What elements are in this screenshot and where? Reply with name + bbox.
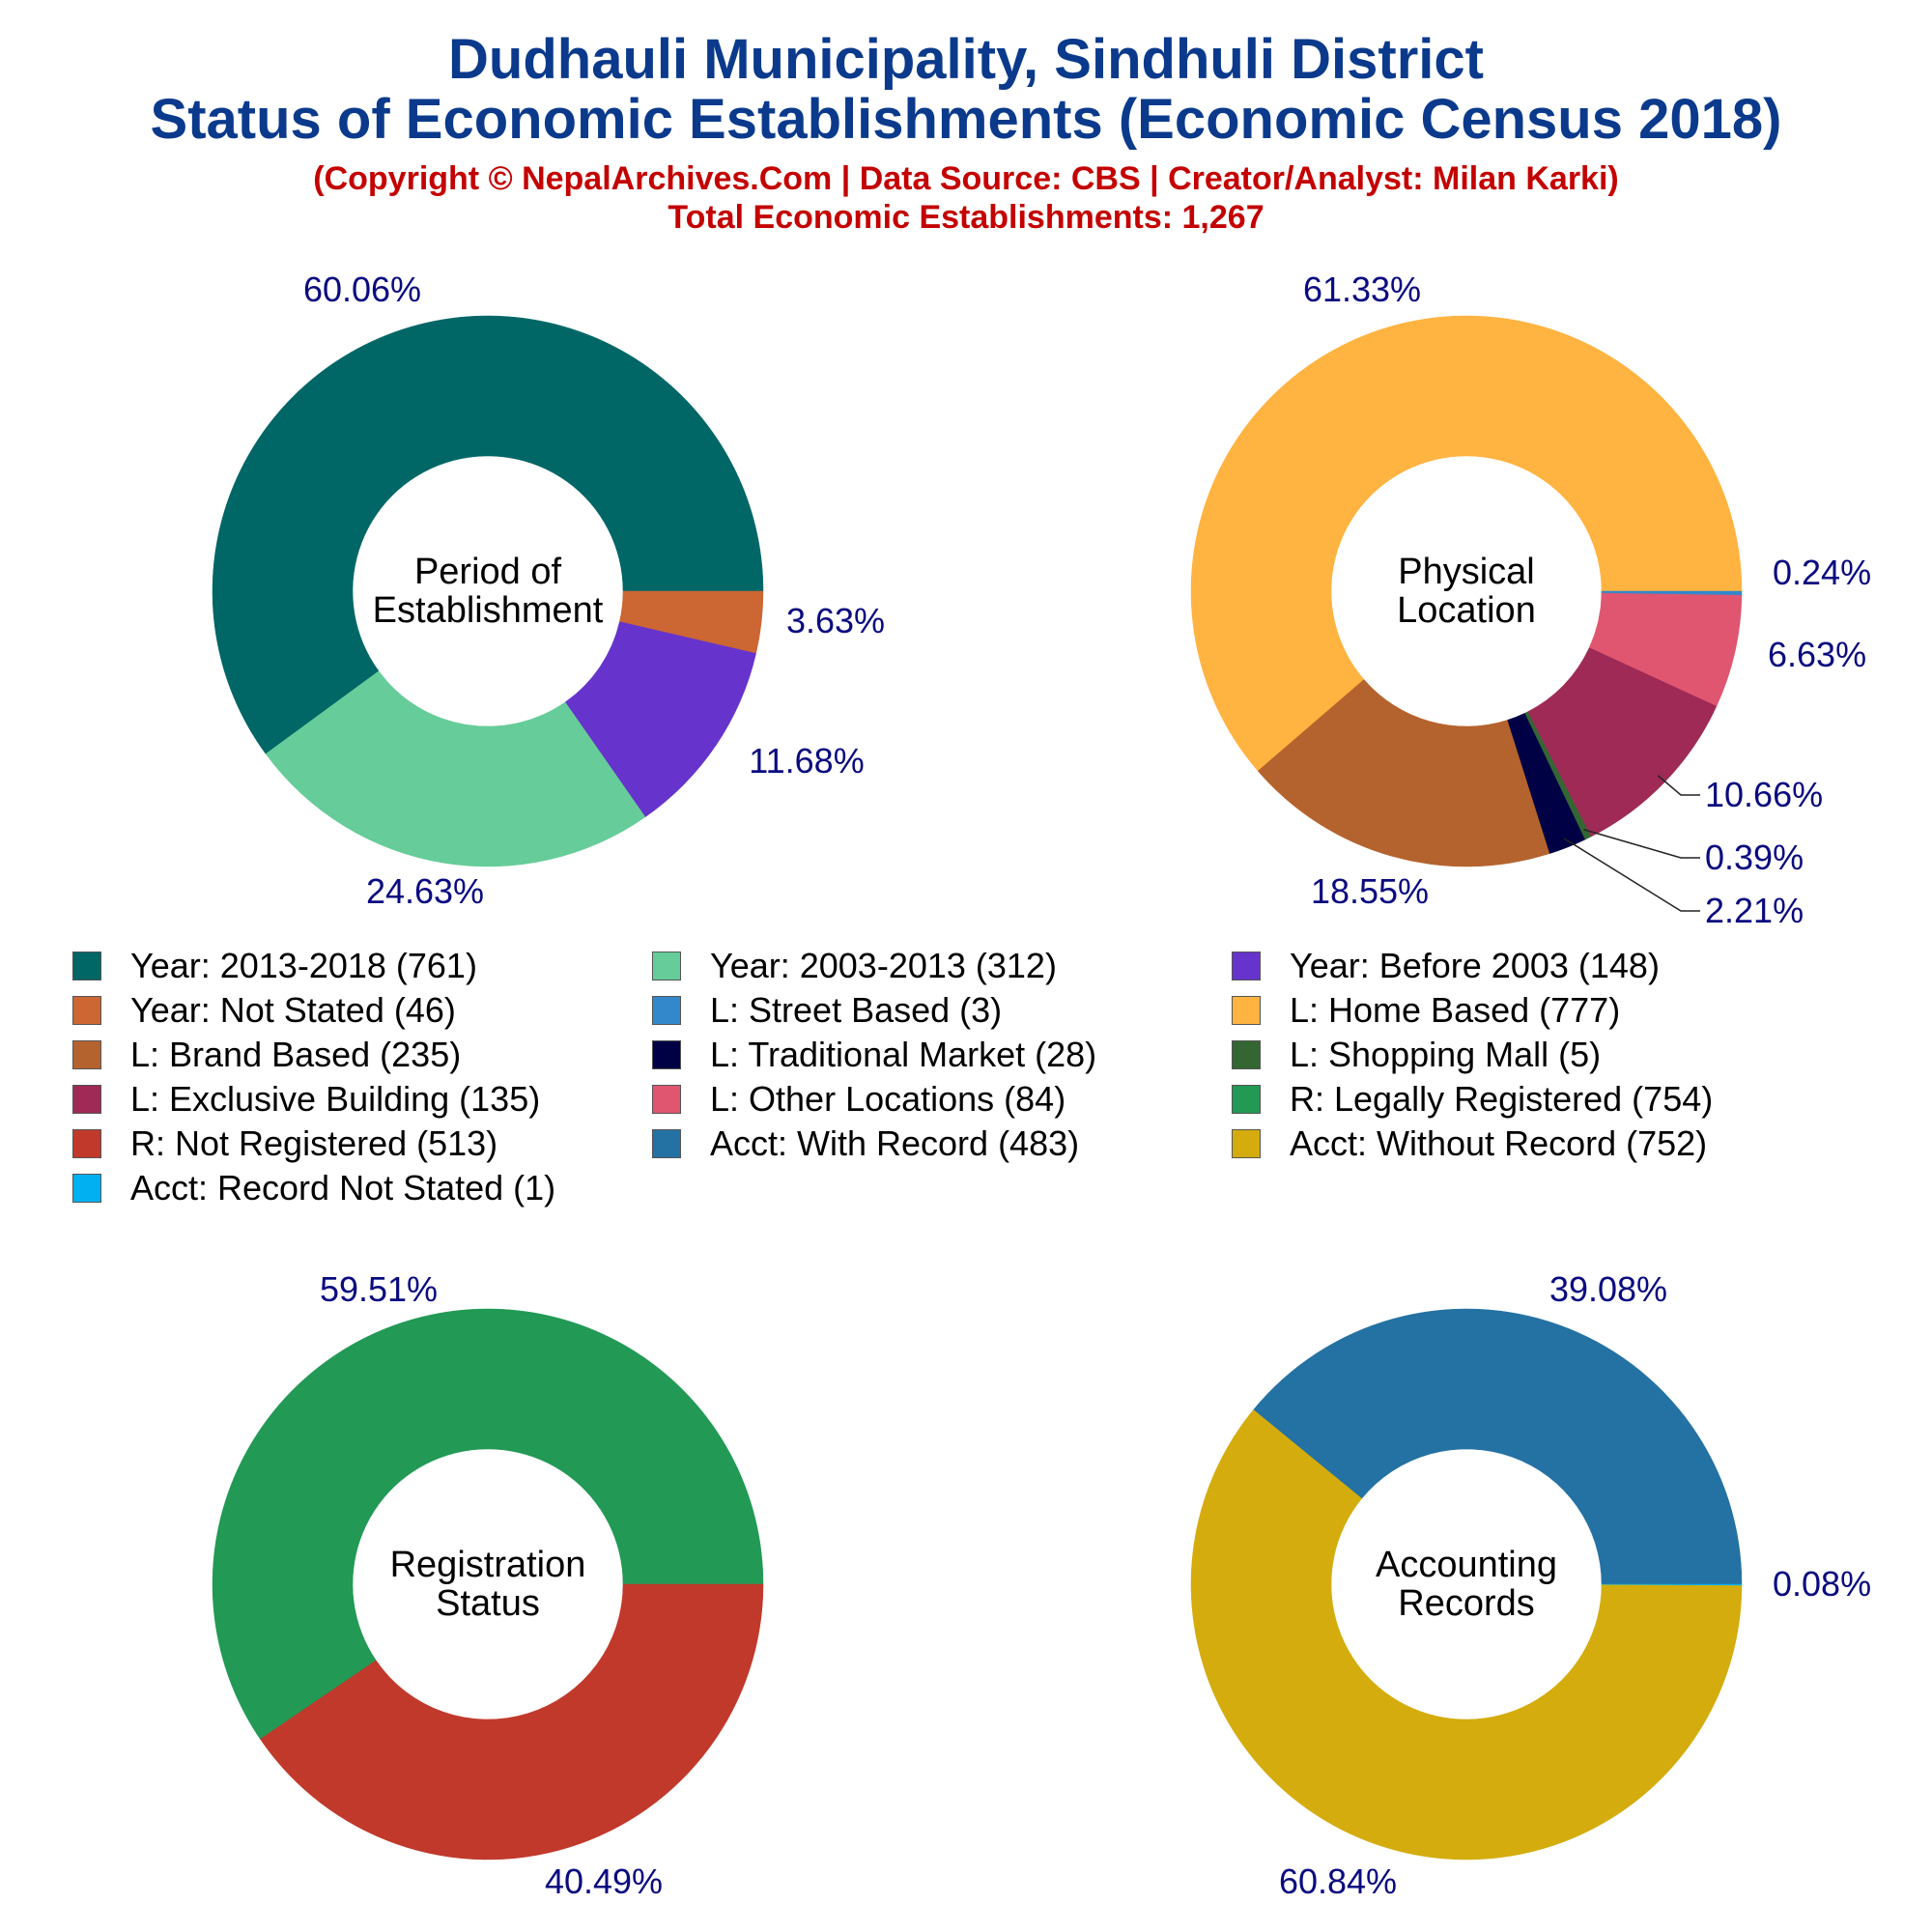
legend-label: Year: Before 2003 (148) xyxy=(1290,946,1660,985)
donut-center-label: Establishment xyxy=(373,590,604,631)
legend-swatch xyxy=(1232,1085,1261,1114)
legend-swatch xyxy=(652,996,681,1025)
slice-percent-label: 3.63% xyxy=(786,601,885,640)
donut-center-label: Records xyxy=(1398,1583,1535,1624)
slice-percent-label: 24.63% xyxy=(366,871,484,911)
legend-item: L: Brand Based (235) xyxy=(72,1034,461,1076)
chart-title-line-2: Status of Economic Establishments (Econo… xyxy=(150,88,1782,151)
legend-swatch xyxy=(72,1040,101,1069)
legend-label: Year: Not Stated (46) xyxy=(130,990,456,1030)
donut-center-label: Status xyxy=(436,1583,540,1624)
legend-swatch xyxy=(72,1085,101,1114)
slice-percent-label: 18.55% xyxy=(1311,871,1429,911)
slice-r-not-registered xyxy=(260,1583,764,1861)
legend-item: Acct: Without Record (752) xyxy=(1232,1122,1707,1165)
slice-year-2003-2013 xyxy=(265,670,646,867)
legend-label: L: Traditional Market (28) xyxy=(710,1035,1097,1074)
slice-percent-label: 39.08% xyxy=(1549,1269,1667,1309)
legend-label: Acct: Record Not Stated (1) xyxy=(130,1168,556,1208)
legend-item: L: Traditional Market (28) xyxy=(652,1034,1096,1076)
legend-label: L: Home Based (777) xyxy=(1290,990,1621,1030)
slice-percent-label: 11.68% xyxy=(749,741,864,781)
legend-item: L: Street Based (3) xyxy=(652,989,1002,1032)
legend-label: R: Not Registered (513) xyxy=(130,1123,498,1163)
slice-percent-label: 10.66% xyxy=(1705,775,1823,814)
slice-percent-label: 60.84% xyxy=(1279,1861,1397,1901)
chart-subtitle-total: Total Economic Establishments: 1,267 xyxy=(668,199,1264,236)
leader-line xyxy=(1583,829,1700,859)
slice-acct-without-record xyxy=(1190,1409,1743,1861)
legend-item: L: Home Based (777) xyxy=(1232,989,1620,1032)
legend-item: R: Not Registered (513) xyxy=(72,1122,497,1165)
legend-label: R: Legally Registered (754) xyxy=(1290,1079,1714,1119)
legend-label: Year: 2003-2013 (312) xyxy=(710,946,1057,985)
legend-label: Year: 2013-2018 (761) xyxy=(130,946,477,985)
slice-percent-label: 0.39% xyxy=(1705,838,1804,877)
legend-swatch xyxy=(72,952,101,980)
legend-swatch xyxy=(72,996,101,1025)
legend-swatch xyxy=(652,1040,681,1069)
legend-label: L: Street Based (3) xyxy=(710,990,1003,1030)
legend-label: L: Brand Based (235) xyxy=(130,1035,462,1074)
slice-percent-label: 60.06% xyxy=(303,270,421,309)
slice-percent-label: 6.63% xyxy=(1768,635,1866,674)
legend-item: L: Other Locations (84) xyxy=(652,1078,1065,1121)
legend-item: L: Exclusive Building (135) xyxy=(72,1078,540,1121)
slice-percent-label: 40.49% xyxy=(545,1861,663,1901)
slice-r-legally-registered xyxy=(212,1308,764,1740)
legend-swatch xyxy=(1232,952,1261,980)
donut-center-label: Accounting xyxy=(1376,1545,1557,1585)
legend-item: Acct: With Record (483) xyxy=(652,1122,1079,1165)
legend-swatch xyxy=(652,952,681,980)
donut-center-label: Registration xyxy=(390,1545,586,1585)
legend-swatch xyxy=(652,1129,681,1158)
legend-item: Year: 2003-2013 (312) xyxy=(652,945,1057,987)
donut-center-label: Physical xyxy=(1398,552,1535,592)
donut-chart-1: 60.06% 3.63% 11.68% 24.63% Period ofEstablis… xyxy=(212,270,885,911)
slice-l-home-based xyxy=(1190,315,1743,772)
slice-percent-label: 61.33% xyxy=(1303,270,1421,309)
legend-label: L: Shopping Mall (5) xyxy=(1290,1035,1602,1074)
donut-chart-2: 61.33% 0.24% 6.63% 10.66% 0.39% 2.21% 18.55% Ph… xyxy=(1190,270,1871,930)
chart-title-line-1: Dudhauli Municipality, Sindhuli District xyxy=(448,28,1484,91)
donut-center-label: Period of xyxy=(414,552,562,592)
slice-l-brand-based xyxy=(1257,679,1550,867)
slice-percent-label: 2.21% xyxy=(1705,891,1804,930)
slice-percent-label: 59.51% xyxy=(320,1269,438,1309)
legend-swatch xyxy=(72,1174,101,1203)
legend-swatch xyxy=(1232,1040,1261,1069)
slice-acct-with-record xyxy=(1253,1308,1743,1585)
slice-percent-label: 0.24% xyxy=(1773,553,1871,592)
legend-item: Acct: Record Not Stated (1) xyxy=(72,1167,555,1209)
legend-label: Acct: With Record (483) xyxy=(710,1123,1080,1163)
legend-label: L: Exclusive Building (135) xyxy=(130,1079,541,1119)
legend-item: Year: 2013-2018 (761) xyxy=(72,945,477,987)
legend-swatch xyxy=(1232,996,1261,1025)
legend-item: Year: Not Stated (46) xyxy=(72,989,456,1032)
legend-item: L: Shopping Mall (5) xyxy=(1232,1034,1601,1076)
legend-label: Acct: Without Record (752) xyxy=(1290,1123,1708,1163)
slice-year-2013-2018 xyxy=(212,315,764,754)
legend-swatch xyxy=(72,1129,101,1158)
leader-line xyxy=(1657,775,1700,796)
legend-item: Year: Before 2003 (148) xyxy=(1232,945,1660,987)
chart-subtitle-copyright: (Copyright © NepalArchives.Com | Data So… xyxy=(313,160,1619,197)
slice-percent-label: 0.08% xyxy=(1773,1564,1871,1604)
legend-label: L: Other Locations (84) xyxy=(710,1079,1066,1119)
leader-line xyxy=(1563,838,1700,912)
legend-item: R: Legally Registered (754) xyxy=(1232,1078,1713,1121)
legend-swatch xyxy=(652,1085,681,1114)
legend-swatch xyxy=(1232,1129,1261,1158)
donut-center-label: Location xyxy=(1397,590,1536,631)
